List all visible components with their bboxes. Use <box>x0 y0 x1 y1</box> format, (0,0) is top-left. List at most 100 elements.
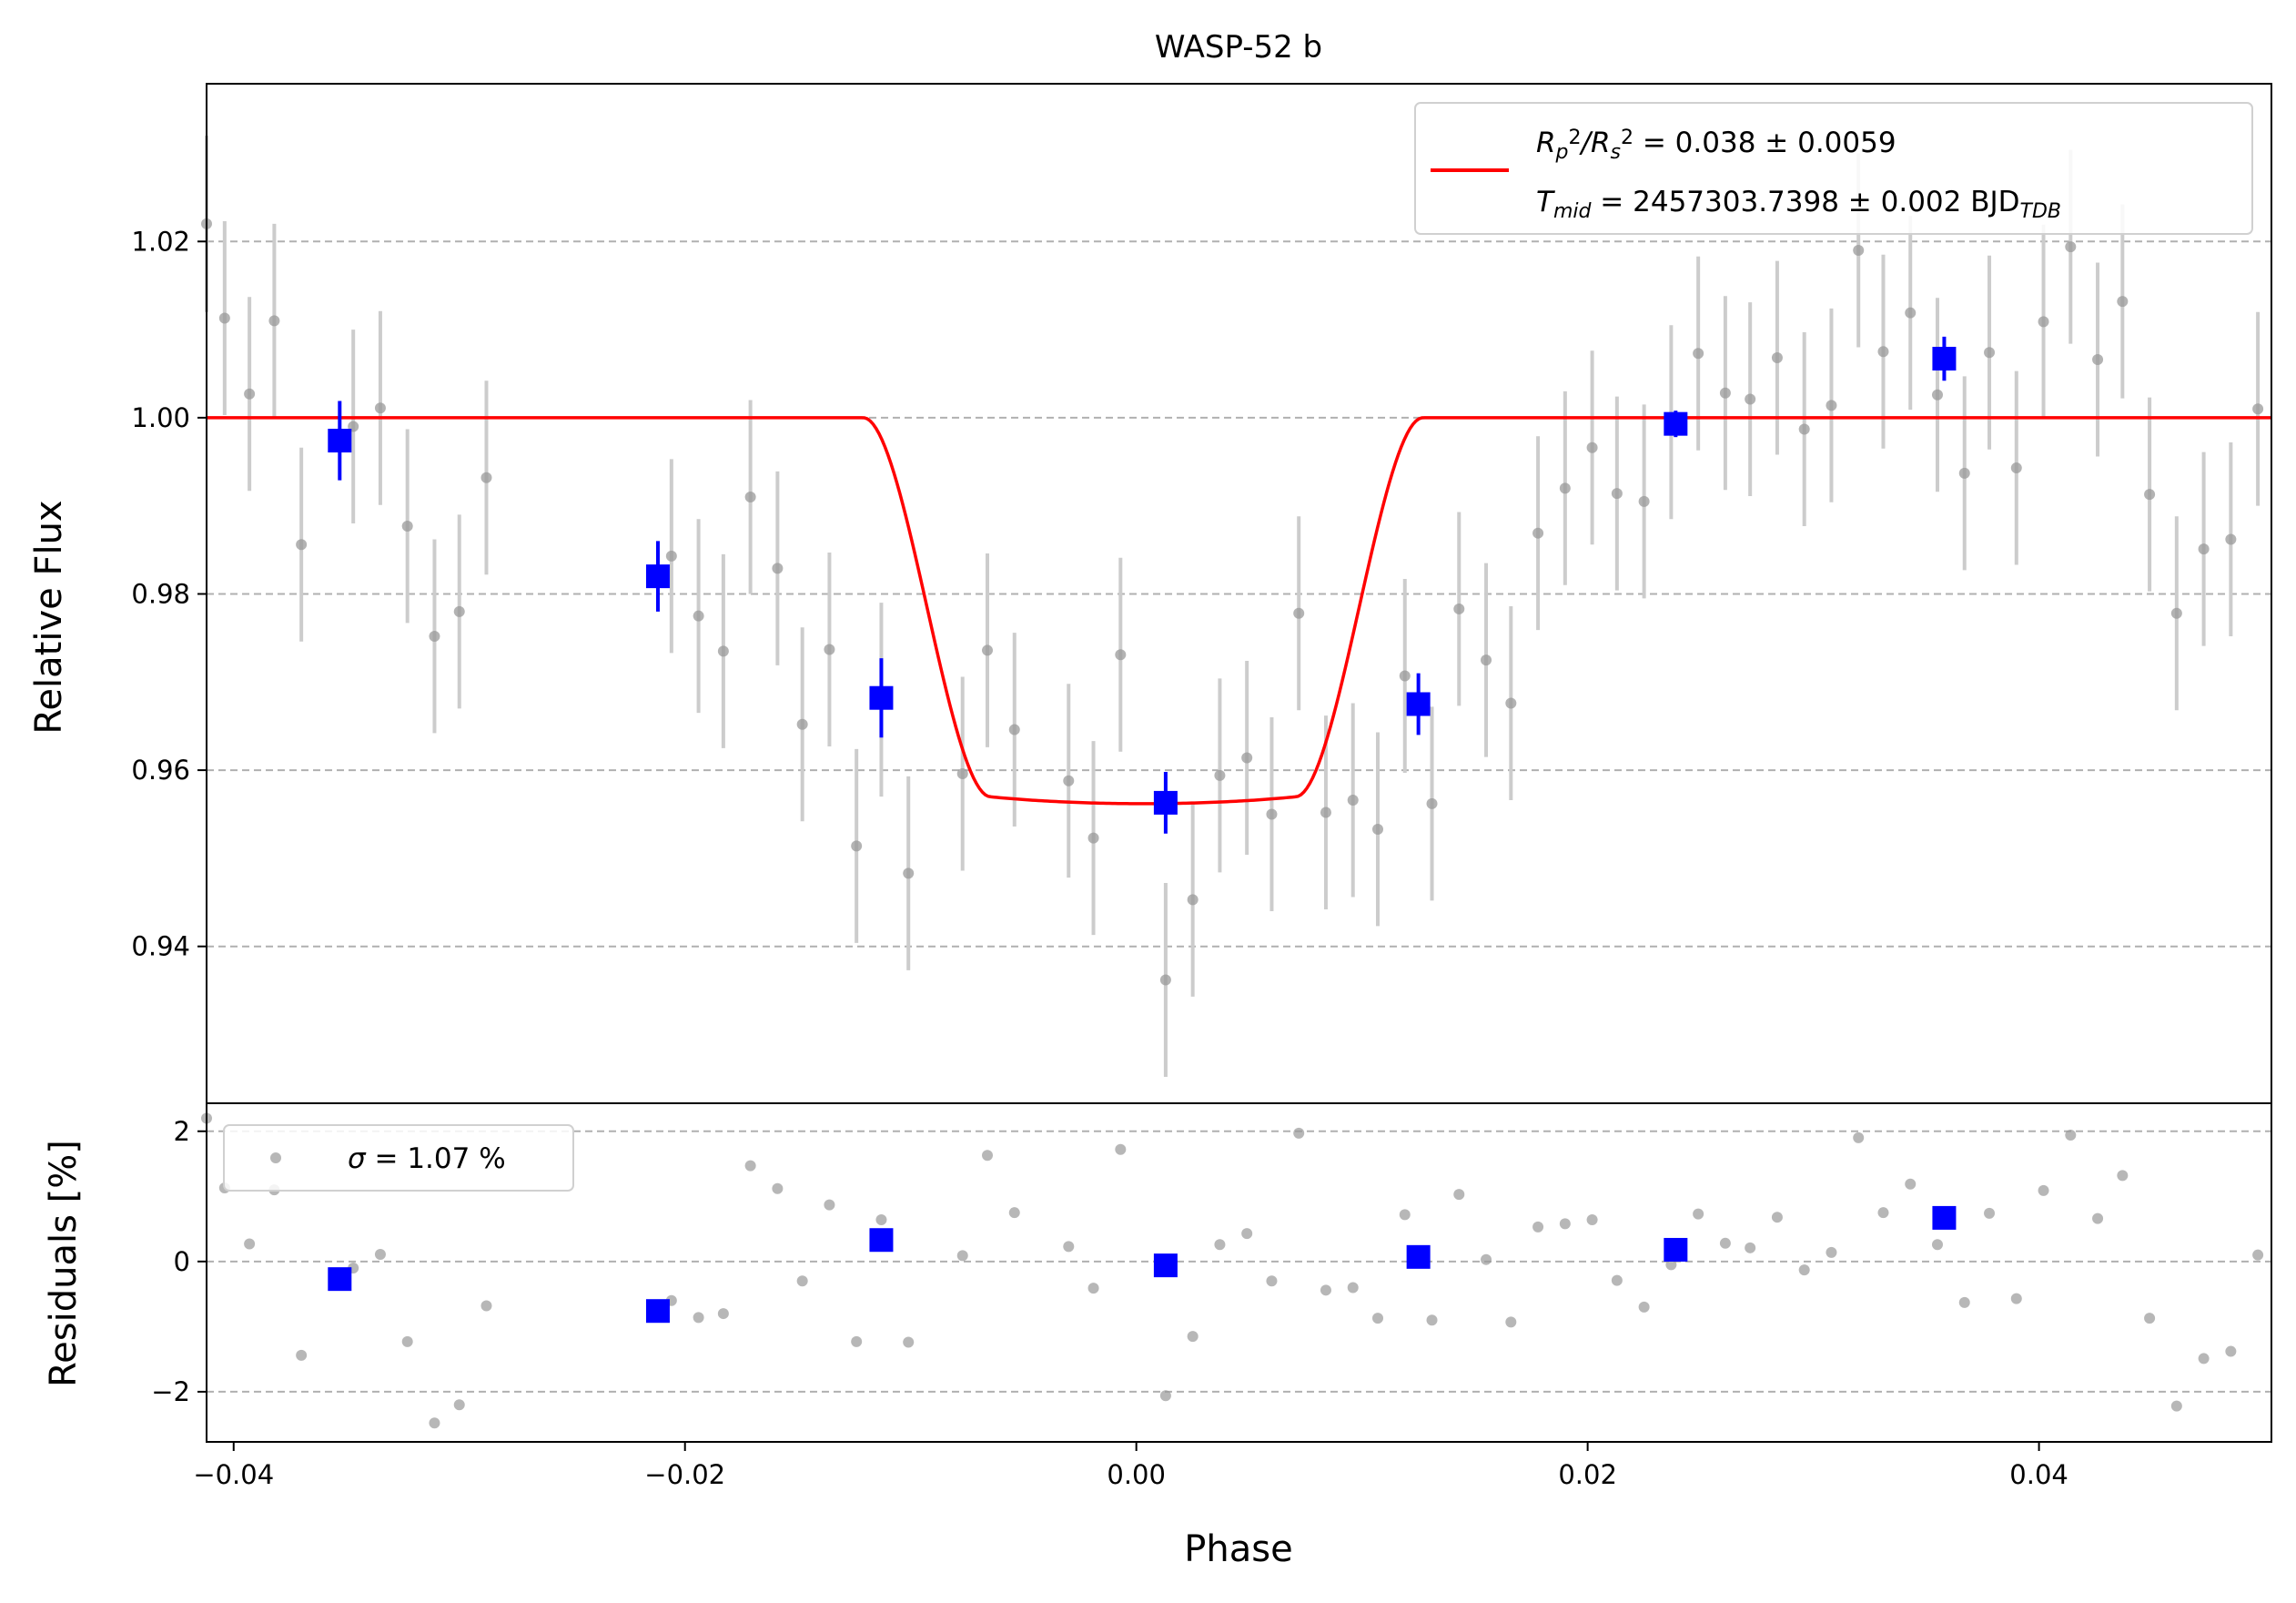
phase-x-ticks: −0.04 −0.02 0.00 0.02 0.04 <box>193 1442 2068 1490</box>
residuals-panel-frame <box>206 1102 2272 1443</box>
flux-raw-point <box>2225 533 2237 545</box>
residuals-raw-point <box>374 1248 386 1260</box>
flux-raw-point <box>1399 670 1411 682</box>
flux-raw-point <box>480 472 492 483</box>
residuals-raw-point <box>2038 1184 2049 1196</box>
residuals-raw-point <box>401 1335 413 1347</box>
flux-binned-point <box>1153 790 1178 815</box>
flux-y-tick-label: 0.96 <box>131 755 190 786</box>
residuals-raw-point <box>1481 1253 1492 1265</box>
residuals-y-tick-label: 0 <box>174 1246 190 1277</box>
flux-raw-point <box>2198 543 2210 555</box>
phase-x-tick-label: 0.04 <box>2009 1459 2068 1490</box>
residuals-raw-point <box>1877 1207 1889 1219</box>
flux-raw-point <box>244 388 256 400</box>
residuals-raw-point <box>2225 1345 2237 1357</box>
flux-raw-point <box>1719 387 1731 399</box>
flux-raw-point <box>1087 832 1099 844</box>
residuals-legend-box <box>223 1124 574 1192</box>
flux-raw-point <box>2038 316 2049 328</box>
residuals-raw-point <box>1586 1214 1598 1226</box>
residuals-raw-point <box>1745 1242 1756 1253</box>
legend-text-part: R <box>1591 127 1611 159</box>
residuals-raw-point <box>903 1336 915 1348</box>
flux-binned-point <box>645 564 670 589</box>
flux-binned-point <box>328 429 352 453</box>
flux-raw-point <box>1187 894 1199 906</box>
legend-residual-marker <box>270 1152 281 1163</box>
residuals-raw-point <box>1984 1207 1996 1219</box>
flux-raw-point <box>2092 353 2104 365</box>
residuals-raw-point <box>772 1182 784 1194</box>
residuals-raw-point <box>2252 1249 2264 1261</box>
flux-raw-point <box>296 539 308 551</box>
residuals-raw-point <box>1453 1189 1465 1201</box>
residuals-raw-point <box>1372 1313 1384 1324</box>
flux-raw-point <box>956 767 968 779</box>
flux-binned-point <box>869 685 894 710</box>
flux-raw-errorbars <box>205 136 2261 1077</box>
residuals-raw-point <box>851 1335 863 1347</box>
legend-mid-transit-time: Tmid = 2457303.7398 ± 0.002 BJDTDB <box>1536 186 2061 223</box>
flux-raw-point <box>1559 482 1571 494</box>
flux-y-tick-label: 1.02 <box>131 226 190 257</box>
residuals-raw-point <box>1320 1284 1331 1296</box>
residuals-raw-point <box>1931 1239 1943 1251</box>
residuals-raw-point <box>1958 1296 1970 1308</box>
residuals-raw-point <box>480 1300 492 1312</box>
flux-raw-point <box>1532 527 1544 539</box>
flux-raw-point <box>1347 795 1359 807</box>
flux-raw-points <box>201 218 2264 986</box>
residuals-raw-point <box>2065 1130 2077 1141</box>
phase-x-tick-label: 0.02 <box>1558 1459 1617 1490</box>
flux-raw-point <box>1853 244 1865 256</box>
residuals-raw-point <box>1798 1264 1810 1276</box>
flux-binned-point <box>1664 411 1688 436</box>
flux-raw-point <box>1877 346 1889 358</box>
flux-raw-point <box>1798 423 1810 435</box>
residuals-raw-point <box>1532 1221 1544 1233</box>
residuals-panel: −2 0 2 σ = 1.07 % Residuals [%] <box>43 1102 2272 1443</box>
flux-y-tick-label: 0.98 <box>131 578 190 609</box>
flux-raw-point <box>2117 296 2129 308</box>
residuals-raw-point <box>1771 1212 1783 1223</box>
flux-raw-point <box>772 563 784 574</box>
residuals-raw-point <box>1008 1207 1020 1219</box>
residuals-binned-points <box>328 1205 1957 1324</box>
residuals-y-ticks: −2 0 2 <box>151 1116 207 1407</box>
residuals-raw-point <box>1399 1209 1411 1221</box>
legend-text-part: R <box>1536 127 1556 159</box>
residuals-y-axis-label: Residuals [%] <box>43 1140 85 1387</box>
residuals-binned-point <box>1406 1244 1431 1269</box>
flux-raw-point <box>2065 241 2077 253</box>
legend-text-part: mid <box>1553 200 1593 223</box>
flux-raw-point <box>1931 389 1943 401</box>
flux-raw-point <box>1266 808 1278 820</box>
residuals-raw-point <box>796 1275 808 1287</box>
residuals-binned-point <box>645 1299 670 1324</box>
flux-raw-point <box>1638 495 1650 507</box>
residuals-raw-point <box>744 1160 756 1172</box>
flux-raw-point <box>717 645 729 657</box>
legend-text-part: 2 <box>1569 127 1582 149</box>
flux-raw-point <box>796 718 808 730</box>
flux-binned-point <box>1932 347 1957 371</box>
residuals-raw-point <box>1266 1275 1278 1287</box>
residuals-binned-point <box>328 1267 352 1292</box>
residuals-raw-point <box>1347 1282 1359 1294</box>
residuals-raw-point <box>1159 1390 1171 1402</box>
phase-x-tick-label: 0.00 <box>1107 1459 1166 1490</box>
flux-gridlines <box>207 240 2271 948</box>
flux-raw-point <box>429 630 440 642</box>
flux-raw-point <box>1693 348 1704 360</box>
flux-raw-point <box>2170 607 2182 619</box>
flux-raw-point <box>1826 400 1837 411</box>
phase-x-tick-label: −0.04 <box>193 1459 274 1490</box>
flux-y-ticks: 0.94 0.96 0.98 1.00 1.02 <box>131 226 207 962</box>
flux-raw-point <box>1293 607 1305 619</box>
residuals-raw-point <box>1693 1208 1704 1220</box>
residuals-legend: σ = 1.07 % <box>223 1124 574 1192</box>
flux-raw-point <box>1771 352 1783 364</box>
legend-text-part: s <box>1611 141 1621 164</box>
flux-raw-point <box>1905 307 1917 319</box>
